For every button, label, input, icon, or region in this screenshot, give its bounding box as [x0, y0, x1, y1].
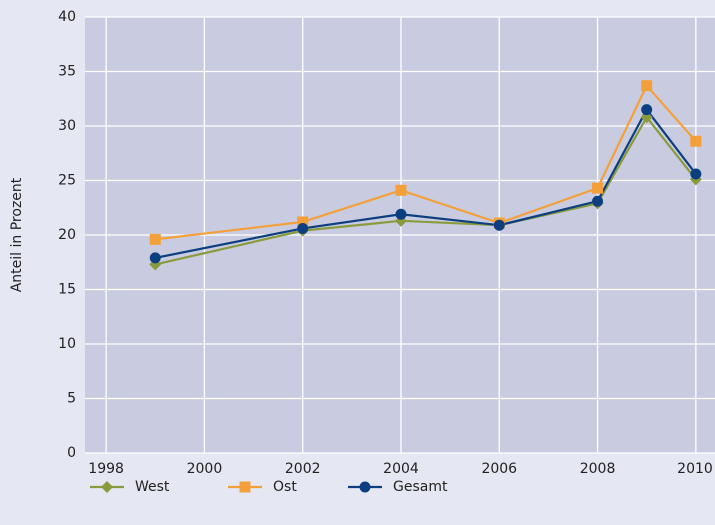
legend-label: Ost — [273, 479, 297, 495]
marker — [395, 184, 407, 196]
y-tick-label: 40 — [58, 9, 76, 25]
marker — [690, 135, 702, 147]
marker — [493, 219, 505, 231]
y-axis-label: Anteil in Prozent — [9, 177, 25, 292]
marker — [592, 182, 604, 194]
marker — [640, 111, 653, 124]
x-tick-label: 2002 — [285, 461, 321, 477]
y-tick-label: 30 — [58, 118, 76, 134]
y-tick-label: 25 — [58, 173, 76, 189]
legend-marker — [101, 481, 113, 493]
y-tick-label: 20 — [58, 227, 76, 243]
x-tick-label: 2008 — [580, 461, 616, 477]
marker — [395, 208, 407, 220]
marker — [149, 233, 161, 245]
marker — [592, 195, 604, 207]
legend-marker — [239, 481, 251, 493]
marker — [641, 80, 653, 92]
marker — [149, 252, 161, 264]
marker — [641, 104, 653, 116]
legend-marker — [359, 481, 371, 493]
x-tick-label: 1998 — [88, 461, 124, 477]
y-tick-label: 15 — [58, 282, 76, 298]
marker — [297, 222, 309, 234]
y-tick-label: 10 — [58, 336, 76, 352]
x-tick-label: 2000 — [187, 461, 223, 477]
legend-label: Gesamt — [393, 479, 448, 495]
legend-label: West — [135, 479, 170, 495]
y-tick-label: 35 — [58, 64, 76, 80]
marker — [690, 168, 702, 180]
y-tick-label: 5 — [67, 391, 76, 407]
marker — [297, 216, 309, 228]
x-tick-label: 2006 — [481, 461, 517, 477]
x-tick-label: 2004 — [383, 461, 419, 477]
x-tick-label: 2010 — [677, 461, 713, 477]
y-tick-label: 0 — [67, 445, 76, 461]
